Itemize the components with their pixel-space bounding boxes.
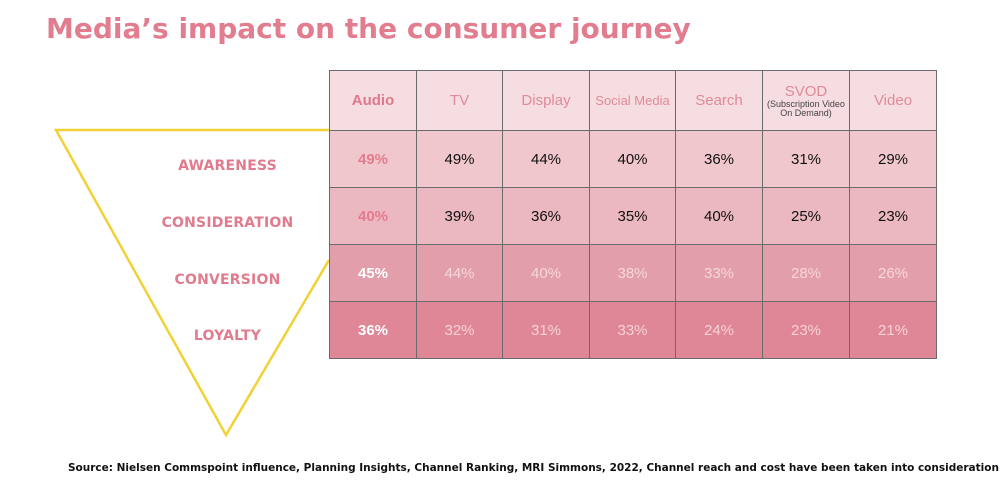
column-header-social-media: Social Media <box>589 70 676 131</box>
table-cell: 31% <box>762 130 850 188</box>
column-header-search: Search <box>675 70 763 131</box>
column-header-audio: Audio <box>329 70 417 131</box>
table-cell: 36% <box>675 130 763 188</box>
media-impact-table: Audio TV Display Social Media Search SVO… <box>329 70 937 359</box>
table-cell: 33% <box>589 301 676 359</box>
table-cell: 40% <box>589 130 676 188</box>
table-row-consideration: 40% 39% 36% 35% 40% 25% 23% <box>329 187 937 245</box>
table-cell: 33% <box>675 244 763 302</box>
table-row-conversion: 45% 44% 40% 38% 33% 28% 26% <box>329 244 937 302</box>
page-title: Media’s impact on the consumer journey <box>46 12 691 45</box>
table-cell: 23% <box>762 301 850 359</box>
column-header-tv: TV <box>416 70 503 131</box>
stage-label-awareness: AWARENESS <box>178 158 277 174</box>
table-cell: 26% <box>849 244 937 302</box>
table-cell: 24% <box>675 301 763 359</box>
table-cell: 32% <box>416 301 503 359</box>
column-header-svod: SVOD (Subscription Video On Demand) <box>762 70 850 131</box>
svod-label: SVOD <box>784 82 828 100</box>
table-row-awareness: 49% 49% 44% 40% 36% 31% 29% <box>329 130 937 188</box>
source-footnote: Source: Nielsen Commspoint influence, Pl… <box>68 462 999 474</box>
table-cell: 45% <box>329 244 417 302</box>
table-cell: 38% <box>589 244 676 302</box>
table-header-row: Audio TV Display Social Media Search SVO… <box>329 70 937 131</box>
table-cell: 28% <box>762 244 850 302</box>
table-cell: 36% <box>502 187 590 245</box>
column-header-display: Display <box>502 70 590 131</box>
table-cell: 44% <box>502 130 590 188</box>
svod-sublabel: (Subscription Video On Demand) <box>767 98 845 118</box>
stage-label-consideration: CONSIDERATION <box>161 215 294 231</box>
table-cell: 36% <box>329 301 417 359</box>
table-cell: 23% <box>849 187 937 245</box>
table-cell: 39% <box>416 187 503 245</box>
table-row-loyalty: 36% 32% 31% 33% 24% 23% 21% <box>329 301 937 359</box>
table-cell: 49% <box>416 130 503 188</box>
table-cell: 40% <box>329 187 417 245</box>
table-cell: 44% <box>416 244 503 302</box>
funnel-triangle <box>53 128 331 438</box>
table-cell: 35% <box>589 187 676 245</box>
table-cell: 29% <box>849 130 937 188</box>
table-cell: 40% <box>675 187 763 245</box>
table-cell: 25% <box>762 187 850 245</box>
table-cell: 31% <box>502 301 590 359</box>
table-cell: 49% <box>329 130 417 188</box>
column-header-video: Video <box>849 70 937 131</box>
stage-label-conversion: CONVERSION <box>174 272 281 288</box>
table-cell: 21% <box>849 301 937 359</box>
stage-label-loyalty: LOYALTY <box>193 328 262 344</box>
table-cell: 40% <box>502 244 590 302</box>
